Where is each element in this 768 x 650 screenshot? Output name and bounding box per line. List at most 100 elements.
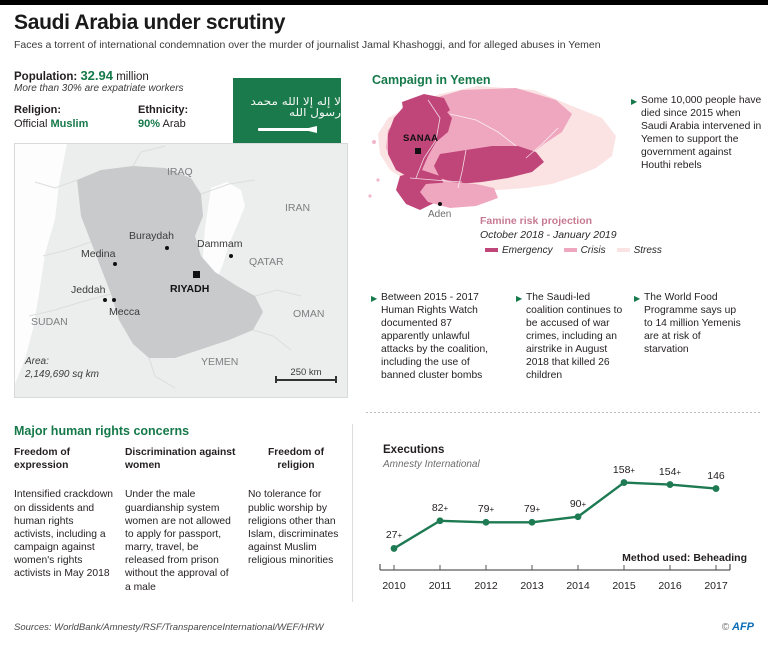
religion-block: Religion: Official Muslim [14,104,88,130]
chart-point-label: 90+ [569,497,587,510]
bullet-yemen-deaths: ▶ Some 10,000 people have died since 201… [631,95,763,173]
flag-sword-icon [258,128,316,131]
yemen-capital-sanaa: SANAA [403,133,439,144]
human-rights-title: Major human rights concerns [14,424,190,438]
legend-swatch-stress [616,248,630,253]
ethnicity-block: Ethnicity: 90% Arab [138,104,188,130]
map-scale-label: 250 km [290,367,322,378]
religion-value: Official Muslim [14,118,88,130]
human-rights-column-women: Discrimination against women Under the m… [125,446,237,594]
top-black-bar [0,0,768,5]
column-body: Intensified crackdown on dissidents and … [14,489,114,580]
chart-x-tick-label: 2017 [704,580,728,592]
ethnicity-suffix: Arab [162,118,186,130]
famine-legend-title: Famine risk projection [480,215,593,227]
map-city-medina: Medina [81,248,116,260]
section-divider-horizontal [366,412,761,413]
saudi-map-svg [15,144,302,389]
saudi-arabia-flag-icon: لا إله إلا الله محمد رسول الله [233,78,342,148]
column-heading: Discrimination against women [125,447,236,472]
chart-x-tick-label: 2015 [612,580,636,592]
legend-item-crisis: Crisis [563,245,606,256]
chart-x-tick-label: 2013 [520,580,544,592]
chart-subtitle: Amnesty International [383,459,480,470]
flag-shahada-text: لا إله إلا الله محمد رسول الله [250,95,342,119]
bullet-text: Some 10,000 people have died since 2015 … [641,95,762,171]
population-value: 32.94 [80,68,113,83]
map-dot-buraydah [165,246,169,250]
bullet-arrow-icon: ▶ [371,294,378,303]
religion-highlight: Muslim [50,118,89,130]
religion-label: Religion: [14,104,62,116]
afp-logo: AFP [732,621,754,633]
human-rights-column-religion: Freedom of religion No tolerance for pub… [248,446,344,567]
sources-text: Sources: WorldBank/Amnesty/RSF/Transpare… [14,622,324,633]
map-scale-bar: 250 km [275,367,337,383]
legend-label-stress: Stress [633,245,662,256]
chart-point-label: 79+ [523,503,541,516]
legend-item-emergency: Emergency [485,245,553,256]
chart-x-tick-label: 2014 [566,580,590,592]
map-label-sudan: SUDAN [31,316,68,328]
map-city-jeddah: Jeddah [71,284,106,296]
chart-point-label: 158+ [612,463,636,476]
yemen-map-svg [368,86,616,210]
map-capital-riyadh: RIYADH [170,283,210,295]
ethnicity-highlight: 90% [138,118,161,130]
section-divider-vertical [352,424,353,602]
bullet-arrow-icon: ▶ [634,294,641,303]
saudi-arabia-map: IRAQ IRAN QATAR OMAN YEMEN SUDAN Burayda… [14,143,348,398]
map-dot-dammam [229,254,233,258]
page-subtitle: Faces a torrent of international condemn… [14,39,601,51]
chart-x-tick-label: 2011 [428,580,452,592]
map-label-iran: IRAN [285,202,311,214]
population-label: Population: [14,71,78,83]
area-value: 2,149,690 sq km [25,368,99,380]
legend-swatch-emergency [485,248,498,253]
bullet-text: The World Food Programme says up to 14 m… [644,292,741,355]
column-heading: Freedom of expression [14,447,71,472]
bullet-text: Between 2015 - 2017 Human Rights Watch d… [381,292,489,381]
bullet-wfp-starvation: ▶ The World Food Programme says up to 14… [634,292,746,357]
yemen-city-aden: Aden [428,209,452,220]
human-rights-column-expression: Freedom of expression Intensified crackd… [14,446,114,581]
population-note: More than 30% are expatriate workers [14,83,184,94]
map-dot-jeddah [103,298,107,302]
chart-x-tick-label: 2016 [658,580,682,592]
famine-legend: Emergency Crisis Stress [485,245,662,256]
map-city-dammam: Dammam [197,238,243,250]
bullet-arrow-icon: ▶ [631,97,638,106]
bullet-war-crimes: ▶ The Saudi-led coalition continues to b… [516,292,626,383]
ethnicity-value: 90% Arab [138,118,188,130]
map-city-buraydah: Buraydah [129,230,174,242]
bullet-hrw-attacks: ▶ Between 2015 - 2017 Human Rights Watch… [371,292,499,383]
map-dot-mecca [112,298,116,302]
chart-point-label: 27+ [385,529,403,542]
chart-x-tick-label: 2010 [382,580,406,592]
map-scale-line [275,376,337,383]
map-label-qatar: QATAR [249,256,284,268]
ethnicity-label: Ethnicity: [138,104,189,116]
map-label-iraq: IRAQ [167,166,193,178]
chart-x-tick-label: 2012 [474,580,498,592]
yemen-dot-aden [438,202,442,206]
afp-credit: © AFP [722,621,754,633]
bullet-arrow-icon: ▶ [516,294,523,303]
legend-label-emergency: Emergency [502,245,553,256]
legend-item-stress: Stress [616,245,662,256]
map-dot-riyadh [193,271,200,278]
map-label-yemen: YEMEN [201,356,239,368]
population-unit: million [116,71,149,83]
column-heading: Freedom of religion [267,447,325,472]
executions-chart: Executions Amnesty International Method … [366,424,762,609]
chart-plot-area [379,479,731,571]
map-city-mecca: Mecca [109,306,140,318]
map-dot-medina [113,262,117,266]
religion-prefix: Official [14,118,48,130]
legend-label-crisis: Crisis [580,245,606,256]
yemen-dot-sanaa [415,148,421,154]
column-body: Under the male guardianship system women… [125,489,231,593]
map-area-info: Area: 2,149,690 sq km [25,356,99,381]
population-line: Population: 32.94 million [14,68,149,83]
yemen-section-title: Campaign in Yemen [372,73,491,87]
